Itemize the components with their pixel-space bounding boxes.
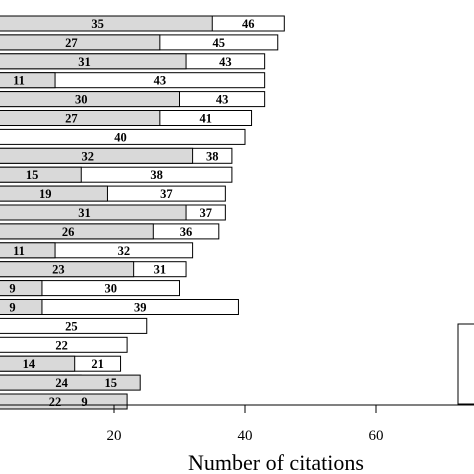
bar-part-label: 14 bbox=[23, 357, 36, 371]
bar-part-label: 11 bbox=[13, 74, 25, 88]
bar-part bbox=[0, 223, 154, 240]
bar-part bbox=[0, 34, 161, 51]
bar-part bbox=[0, 15, 213, 32]
bar-part-label: 19 bbox=[39, 187, 52, 201]
bar-part bbox=[0, 72, 56, 89]
bar-part-label: 11 bbox=[13, 244, 25, 258]
bar-total-label: 40 bbox=[114, 130, 127, 144]
bars-group: 35 46 27 45 31 43 11 43 30 43 27 41 40 32 38 15 38 19 37 31… bbox=[0, 15, 285, 410]
bar-total-label: 38 bbox=[206, 149, 219, 163]
bar-part-label: 30 bbox=[75, 93, 88, 107]
bar-part-label: 32 bbox=[82, 149, 95, 163]
bar-total-label: 9 bbox=[81, 395, 87, 409]
bar-total-label: 37 bbox=[199, 206, 212, 220]
bar-total-label: 36 bbox=[180, 225, 193, 239]
bar-part-label: 27 bbox=[65, 112, 78, 126]
bar-part-label: 23 bbox=[52, 263, 65, 277]
bar-total-label: 31 bbox=[154, 263, 167, 277]
bar-part-label: 22 bbox=[49, 395, 62, 409]
bar-total bbox=[0, 299, 239, 315]
bar-total-label: 39 bbox=[134, 301, 147, 315]
bar-total-label: 25 bbox=[65, 319, 78, 333]
bar-total-label: 30 bbox=[104, 282, 117, 296]
bar-part-label: 27 bbox=[65, 36, 78, 50]
bar-part-label: 31 bbox=[78, 206, 91, 220]
x-tick-label: 60 bbox=[369, 428, 384, 444]
bar-total bbox=[0, 280, 180, 297]
bar-part bbox=[0, 393, 128, 410]
x-axis-title: Number of citations bbox=[188, 450, 364, 474]
bar-total-label: 43 bbox=[154, 74, 167, 88]
bar-part bbox=[0, 91, 180, 108]
bar-part bbox=[0, 166, 82, 183]
bar-total-label: 45 bbox=[213, 36, 226, 50]
bar-total bbox=[0, 317, 148, 334]
bar-total-label: 15 bbox=[104, 376, 117, 390]
bar-part bbox=[0, 280, 43, 297]
bar-total-label: 22 bbox=[55, 338, 68, 352]
bar-total-label: 37 bbox=[160, 187, 173, 201]
bar-part-label: 9 bbox=[9, 282, 15, 296]
bar-part bbox=[0, 299, 43, 315]
legend-box bbox=[457, 323, 474, 405]
bar-part bbox=[0, 185, 108, 202]
bar-total-label: 21 bbox=[91, 357, 104, 371]
bar-part-label: 9 bbox=[9, 301, 15, 315]
x-tick-label: 20 bbox=[107, 428, 122, 444]
bar-part-label: 35 bbox=[91, 17, 104, 31]
bar-total bbox=[0, 336, 128, 353]
bar-part bbox=[0, 204, 187, 221]
bar-part-label: 24 bbox=[55, 376, 68, 390]
bar-total-label: 46 bbox=[242, 17, 255, 31]
bar-total-label: 38 bbox=[150, 168, 163, 182]
x-tick-label: 40 bbox=[238, 428, 253, 444]
bar-total-label: 41 bbox=[199, 112, 212, 126]
bar-part bbox=[0, 374, 141, 391]
bar-part-label: 31 bbox=[78, 55, 91, 69]
x-axis: 20 40 60 bbox=[0, 404, 474, 444]
bar-total-label: 32 bbox=[118, 244, 131, 258]
bar-total-label: 43 bbox=[219, 55, 232, 69]
bar-part bbox=[0, 355, 76, 372]
bar-part-label: 26 bbox=[62, 225, 75, 239]
bar-part bbox=[0, 110, 161, 126]
bar-part bbox=[0, 53, 187, 70]
bar-part bbox=[0, 261, 135, 278]
bar-part bbox=[0, 147, 194, 164]
bar-part bbox=[0, 242, 56, 259]
bar-total-label: 43 bbox=[216, 93, 229, 107]
bar-part-label: 15 bbox=[26, 168, 39, 182]
bar-total bbox=[0, 72, 266, 89]
bar-total bbox=[0, 128, 246, 145]
